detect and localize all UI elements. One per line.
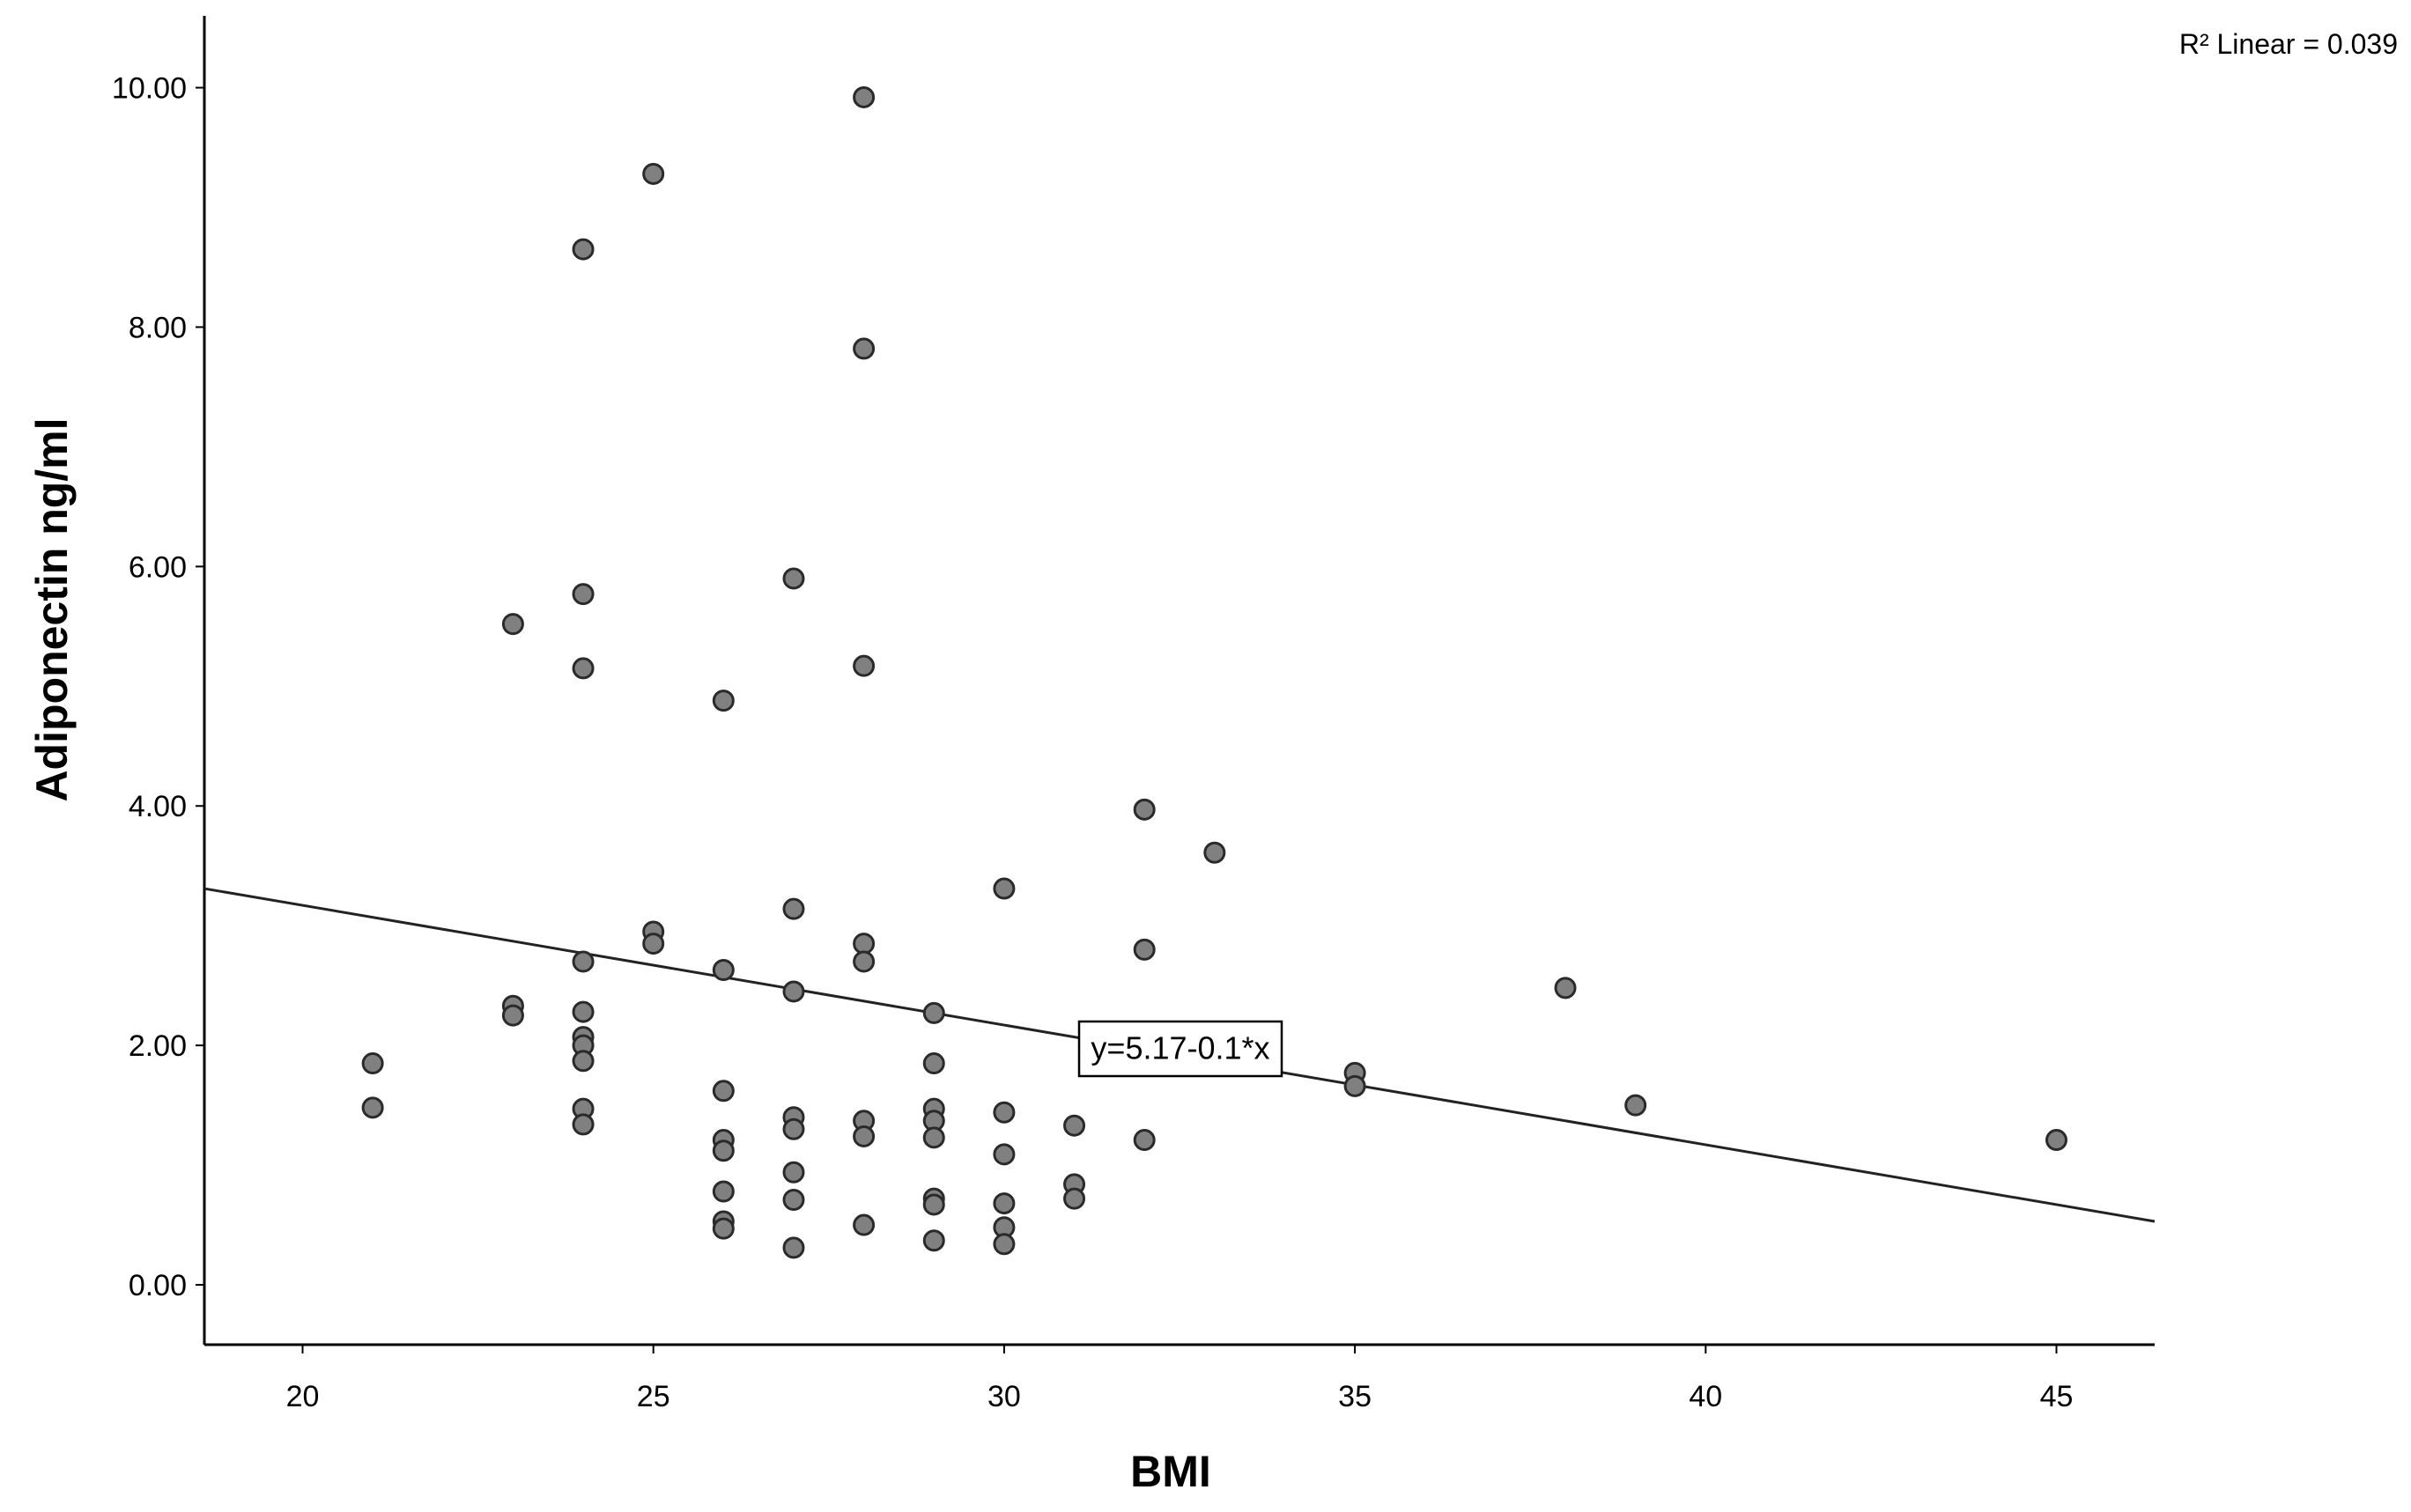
data-point xyxy=(2045,1129,2068,1152)
data-point xyxy=(1133,798,1156,821)
data-point xyxy=(993,1233,1016,1256)
y-tick-label: 4.00 xyxy=(129,790,187,823)
y-ticks: 0.00 2.00 4.00 6.00 8.00 10.00 xyxy=(112,72,204,1302)
data-point xyxy=(853,950,876,973)
data-point xyxy=(782,980,805,1003)
data-point xyxy=(572,238,595,261)
data-point xyxy=(572,950,595,973)
data-point xyxy=(572,1050,595,1073)
data-point xyxy=(572,657,595,680)
data-point xyxy=(922,1229,945,1252)
data-point xyxy=(712,1180,735,1203)
data-point xyxy=(572,1000,595,1023)
data-point xyxy=(993,1101,1016,1124)
y-tick-label: 8.00 xyxy=(129,311,187,344)
data-point xyxy=(993,1192,1016,1215)
data-point xyxy=(782,1236,805,1259)
equation-label: y=5.17-0.1*x xyxy=(1077,1020,1283,1078)
data-point xyxy=(853,85,876,108)
data-points xyxy=(361,85,2068,1259)
data-point xyxy=(1203,841,1226,864)
data-point xyxy=(642,162,665,185)
data-point xyxy=(712,1080,735,1103)
data-point xyxy=(361,1052,384,1075)
x-tick-label: 30 xyxy=(987,1380,1021,1413)
data-point xyxy=(572,1113,595,1136)
x-tick-label: 45 xyxy=(2040,1380,2074,1413)
y-tick-label: 0.00 xyxy=(129,1269,187,1302)
data-point xyxy=(922,1001,945,1024)
data-point xyxy=(712,958,735,981)
data-point xyxy=(782,897,805,920)
data-point xyxy=(993,1143,1016,1166)
data-point xyxy=(712,690,735,712)
data-point xyxy=(642,933,665,955)
data-point xyxy=(782,1161,805,1184)
x-ticks: 20 25 30 35 40 45 xyxy=(286,1345,2074,1413)
y-axis-title: Adiponectin ng/ml xyxy=(27,417,77,801)
data-point xyxy=(712,1217,735,1240)
data-point xyxy=(853,337,876,360)
x-axis-title: BMI xyxy=(1130,1447,1211,1496)
data-point xyxy=(501,1004,524,1027)
data-point xyxy=(853,654,876,677)
y-tick-label: 2.00 xyxy=(129,1029,187,1063)
data-point xyxy=(1554,977,1577,999)
x-tick-label: 20 xyxy=(286,1380,320,1413)
data-point xyxy=(1063,1187,1086,1210)
data-point xyxy=(853,1213,876,1236)
data-point xyxy=(1133,1129,1156,1152)
equation-box xyxy=(1077,1020,1283,1078)
data-point xyxy=(853,933,876,955)
data-point xyxy=(361,1096,384,1119)
x-tick-label: 40 xyxy=(1689,1380,1722,1413)
y-tick-label: 6.00 xyxy=(129,550,187,584)
data-point xyxy=(782,567,805,590)
r2-label: R² Linear = 0.039 xyxy=(2179,28,2398,60)
data-point xyxy=(922,1126,945,1149)
data-point xyxy=(782,1117,805,1140)
data-point xyxy=(922,1193,945,1216)
data-point xyxy=(1624,1094,1647,1117)
data-point xyxy=(572,583,595,606)
data-point xyxy=(993,877,1016,900)
x-tick-label: 25 xyxy=(637,1380,670,1413)
data-point xyxy=(501,613,524,636)
y-tick-label: 10.00 xyxy=(112,72,187,106)
data-point xyxy=(1063,1114,1086,1137)
data-point xyxy=(782,1189,805,1212)
axes xyxy=(203,16,2155,1346)
data-point xyxy=(1343,1074,1366,1097)
x-tick-label: 35 xyxy=(1338,1380,1372,1413)
data-point xyxy=(853,1125,876,1147)
data-point xyxy=(1133,938,1156,961)
equation-text: y=5.17-0.1*x xyxy=(1091,1030,1269,1066)
data-point xyxy=(712,1140,735,1162)
data-point xyxy=(922,1052,945,1075)
